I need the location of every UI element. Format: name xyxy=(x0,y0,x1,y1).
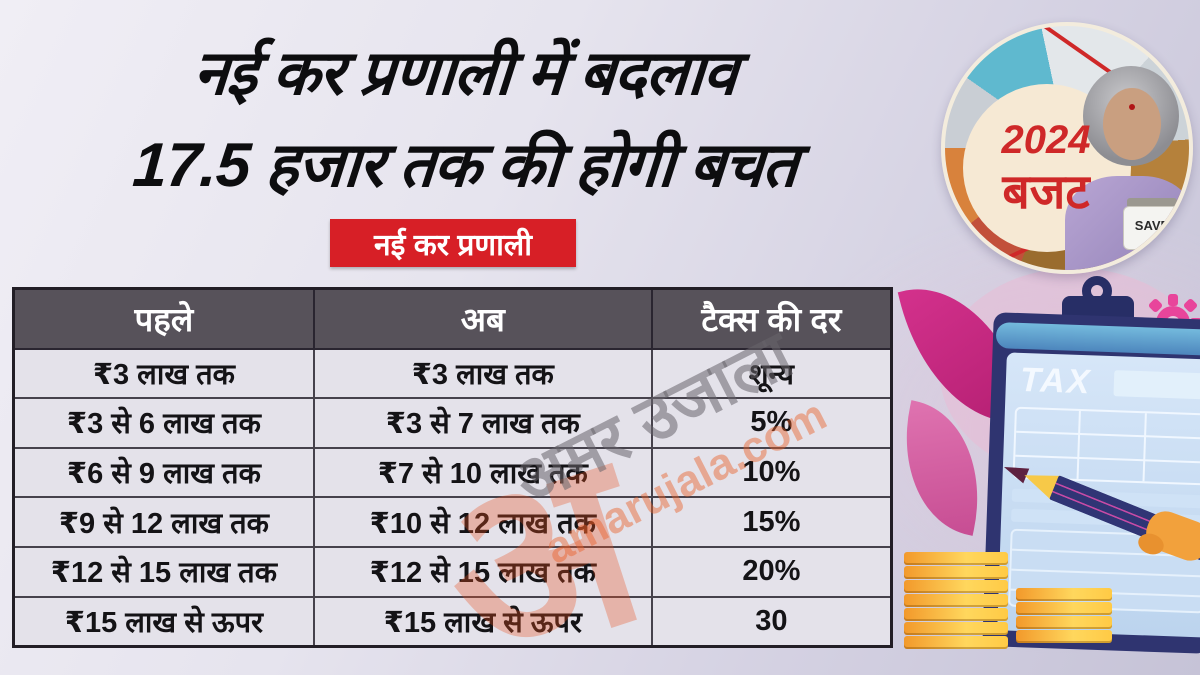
cell-before: ₹12 से 15 लाख तक xyxy=(12,546,315,598)
portrait-face xyxy=(1103,88,1161,160)
table-header-row: पहले अब टैक्स की दर xyxy=(12,287,893,350)
page-title: नई कर प्रणाली में बदलाव 17.5 हजार तक की … xyxy=(0,28,930,212)
cell-now: ₹3 लाख तक xyxy=(312,347,653,400)
save-jar-lid-icon xyxy=(1127,198,1177,208)
new-tax-regime-badge: नई कर प्रणाली xyxy=(330,219,576,267)
cell-before: ₹9 से 12 लाख तक xyxy=(12,496,315,549)
coin-stack xyxy=(1016,588,1112,644)
cell-rate: 15% xyxy=(650,496,893,549)
title-line-2: 17.5 हजार तक की होगी बचत xyxy=(130,131,800,200)
cell-now: ₹7 से 10 लाख तक xyxy=(312,446,653,499)
sticker-word: बजट xyxy=(1002,166,1090,219)
table-row: ₹9 से 12 लाख तक ₹10 से 12 लाख तक 15% xyxy=(12,496,893,549)
cell-rate: 30 xyxy=(650,595,893,648)
cell-now: ₹3 से 7 लाख तक xyxy=(312,397,653,449)
table-row: ₹3 लाख तक ₹3 लाख तक शून्य xyxy=(12,347,893,400)
portrait-bindi xyxy=(1129,104,1135,110)
table-row: ₹15 लाख से ऊपर ₹15 लाख से ऊपर 30 xyxy=(12,595,893,648)
cell-now: ₹10 से 12 लाख तक xyxy=(312,496,653,549)
save-jar-icon xyxy=(1123,206,1181,250)
coin-stack xyxy=(904,552,1008,650)
tax-form-title: TAX xyxy=(1019,360,1093,402)
cell-before: ₹15 लाख से ऊपर xyxy=(12,595,315,648)
tax-form-field xyxy=(1113,370,1200,400)
budget-2024-sticker: SAVE 2024 बजट xyxy=(941,22,1193,274)
cell-rate: 20% xyxy=(650,546,893,598)
cell-before: ₹3 से 6 लाख तक xyxy=(12,397,315,449)
cell-before: ₹3 लाख तक xyxy=(12,347,315,400)
sticker-year: 2024 xyxy=(1001,118,1091,162)
save-jar-label: SAVE xyxy=(1134,218,1170,233)
cell-now: ₹15 लाख से ऊपर xyxy=(312,595,653,648)
header-tax-rate: टैक्स की दर xyxy=(650,287,893,350)
cell-now: ₹12 से 15 लाख तक xyxy=(312,546,653,598)
cell-rate: शून्य xyxy=(650,347,893,400)
cell-before: ₹6 से 9 लाख तक xyxy=(12,446,315,499)
title-line-1: नई कर प्रणाली में बदलाव xyxy=(191,39,739,108)
header-before: पहले xyxy=(12,287,315,350)
cell-rate: 5% xyxy=(650,397,893,449)
tax-slab-table: पहले अब टैक्स की दर ₹3 लाख तक ₹3 लाख तक … xyxy=(12,287,893,648)
header-now: अब xyxy=(312,287,653,350)
table-row: ₹6 से 9 लाख तक ₹7 से 10 लाख तक 10% xyxy=(12,446,893,499)
table-row: ₹12 से 15 लाख तक ₹12 से 15 लाख तक 20% xyxy=(12,546,893,598)
cell-rate: 10% xyxy=(650,446,893,499)
table-row: ₹3 से 6 लाख तक ₹3 से 7 लाख तक 5% xyxy=(12,397,893,449)
